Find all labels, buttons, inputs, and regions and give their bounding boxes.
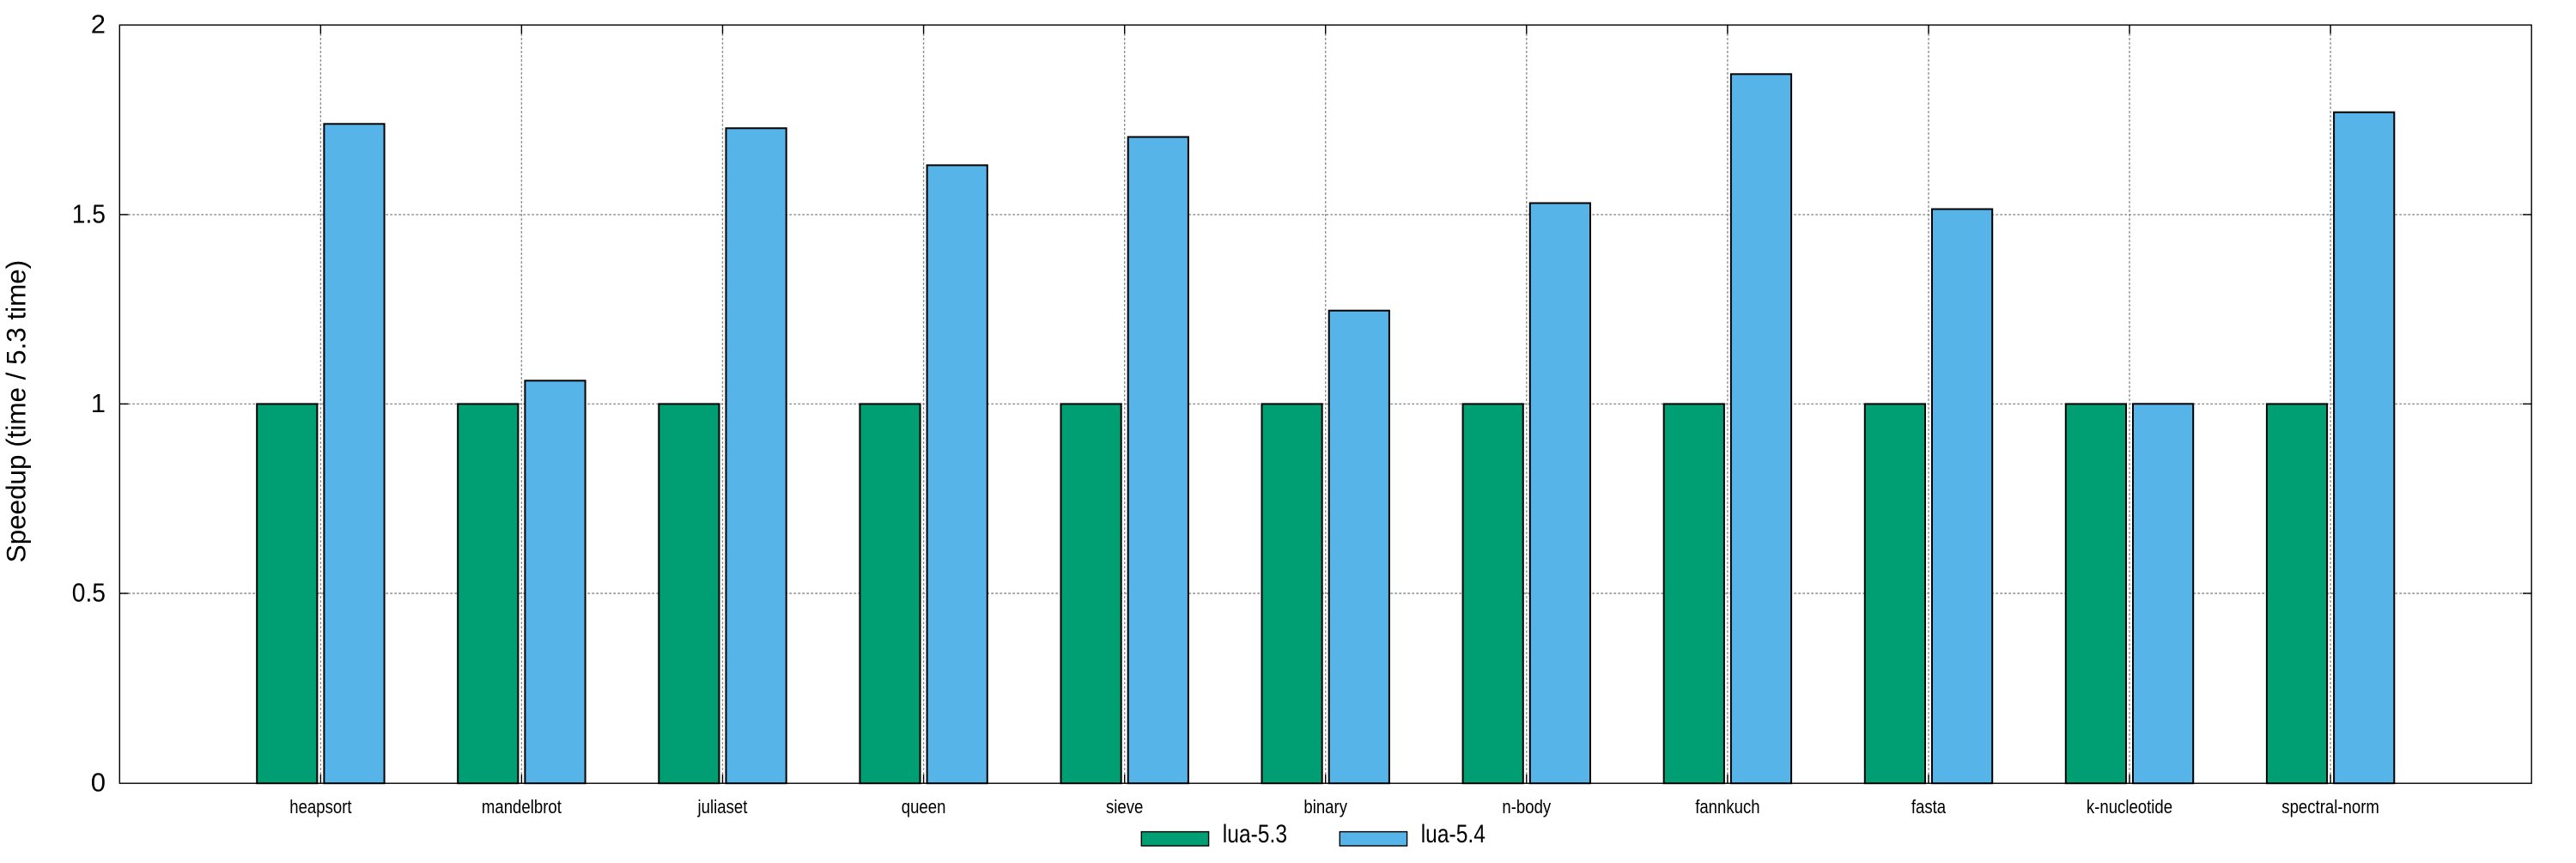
svg-text:mandelbrot: mandelbrot: [482, 796, 562, 817]
svg-text:sieve: sieve: [1106, 796, 1143, 817]
svg-text:lua-5.4: lua-5.4: [1421, 820, 1485, 848]
svg-text:lua-5.3: lua-5.3: [1223, 820, 1287, 848]
svg-text:binary: binary: [1303, 796, 1347, 817]
svg-text:fannkuch: fannkuch: [1695, 796, 1759, 817]
svg-text:0.5: 0.5: [72, 578, 106, 608]
svg-text:juliaset: juliaset: [697, 796, 748, 817]
svg-text:1.5: 1.5: [72, 198, 106, 228]
svg-text:fasta: fasta: [1911, 796, 1947, 817]
svg-text:2: 2: [91, 9, 106, 40]
svg-text:0: 0: [91, 768, 106, 798]
svg-text:Speedup (time / 5.3 time): Speedup (time / 5.3 time): [2, 260, 32, 562]
svg-text:heapsort: heapsort: [289, 796, 351, 817]
svg-text:queen: queen: [902, 796, 946, 817]
svg-text:k-nucleotide: k-nucleotide: [2087, 796, 2172, 817]
svg-text:1: 1: [91, 388, 106, 418]
svg-text:spectral-norm: spectral-norm: [2281, 796, 2379, 817]
svg-text:n-body: n-body: [1502, 796, 1551, 817]
